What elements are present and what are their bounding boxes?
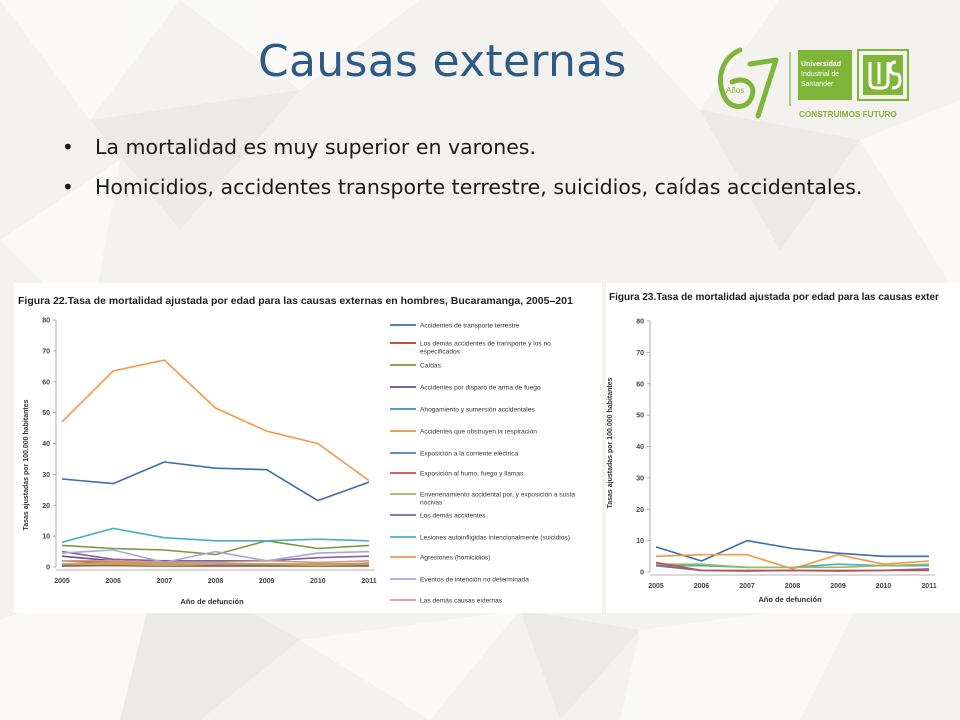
x-tick-label: 2006: [105, 578, 121, 585]
series-line: [62, 563, 370, 567]
y-tick-label: 0: [46, 565, 50, 572]
x-tick-label: 2011: [921, 583, 936, 590]
x-tick-label: 2007: [157, 578, 173, 585]
legend-label: Los demás accidentes de transporte y los…: [420, 341, 551, 356]
x-tick-label: 2010: [876, 583, 892, 590]
y-tick-label: 10: [636, 538, 644, 545]
series-line: [61, 527, 370, 544]
university-line1: Universidad: [801, 61, 841, 68]
series-line: [61, 461, 370, 502]
y-tick-label: 70: [636, 350, 644, 357]
y-tick-label: 60: [636, 381, 644, 388]
x-tick-label: 2005: [54, 578, 70, 585]
x-tick-label: 2010: [310, 578, 326, 585]
series-line: [61, 550, 370, 562]
chart-ylabel: Tasas ajustadas por 100.000 habitantes: [23, 399, 30, 530]
series-line: [62, 559, 370, 564]
y-tick-label: 70: [42, 348, 50, 355]
y-tick-label: 30: [42, 472, 50, 479]
uis-logo-icon: [857, 49, 909, 101]
chart-xlabel: Año de defunción: [758, 595, 822, 604]
university-line2: Industrial de: [801, 71, 839, 78]
legend-label: Envenenamiento accidental por, y exposic…: [420, 492, 575, 507]
y-tick-label: 50: [636, 413, 644, 420]
series-line: [655, 561, 929, 572]
y-tick-label: 80: [42, 318, 50, 325]
x-tick-label: 2005: [648, 583, 664, 590]
series-line: [61, 549, 370, 564]
bullet-item: • Homicidios, accidentes transporte terre…: [62, 170, 914, 204]
legend-label: Los demás accidentes: [420, 513, 486, 520]
y-tick-label: 20: [42, 503, 50, 510]
series-line: [655, 539, 929, 562]
x-tick-label: 2011: [361, 578, 376, 585]
x-tick-label: 2007: [739, 583, 755, 590]
bullet-list: • La mortalidad es muy superior en varone…: [62, 130, 914, 210]
legend-label: Accidentes que obstruyen la respiración: [420, 429, 537, 436]
legend-label: Caídas: [420, 363, 442, 370]
bullet-text: La mortalidad es muy superior en varones…: [95, 135, 537, 159]
logo-tagline: CONSTRUIMOS FUTURO: [799, 110, 897, 119]
y-tick-label: 40: [42, 441, 50, 448]
chart-figure-22: Figura 22.Tasa de mortalidad ajustada po…: [14, 283, 602, 613]
legend-label: Ahogamiento y sumersión accidentales: [420, 407, 535, 414]
x-tick-label: 2008: [208, 578, 224, 585]
x-tick-label: 2006: [694, 583, 710, 590]
bullet-text: Homicidios, accidentes transporte terres…: [95, 175, 863, 199]
y-tick-label: 40: [636, 444, 644, 451]
legend-label: Accidentes de transporte terrestre: [420, 323, 520, 330]
legend-label: Accidentes por disparo de arma de fuego: [420, 385, 541, 392]
legend-label: Exposición al humo, fuego y llamas: [420, 471, 524, 478]
legend-label: Lesiones autoinfligidas intencionalmente…: [420, 535, 570, 542]
university-name-block: [798, 50, 852, 100]
university-line3: Santander: [801, 81, 834, 88]
chart-title: Figura 22.Tasa de mortalidad ajustada po…: [18, 295, 573, 307]
bullet-item: • La mortalidad es muy superior en varone…: [62, 130, 914, 164]
y-tick-label: 20: [636, 507, 644, 514]
y-tick-label: 50: [42, 410, 50, 417]
y-tick-label: 80: [636, 319, 644, 326]
series-line: [656, 563, 930, 569]
x-tick-label: 2009: [830, 583, 846, 590]
anniversary-67-icon: Años: [718, 47, 779, 119]
legend-label: Las demás causas externas: [420, 598, 503, 605]
legend-label: Agresiones (homicidios): [420, 555, 490, 562]
series-line: [655, 553, 930, 570]
slide-title: Causas externas: [258, 36, 627, 87]
y-tick-label: 10: [42, 534, 50, 541]
chart-title: Figura 23.Tasa de mortalidad ajustada po…: [609, 292, 939, 303]
series-line: [61, 539, 370, 556]
chart-xlabel: Año de defunción: [180, 597, 244, 606]
legend-label: Exposición a la corriente eléctrica: [420, 451, 519, 458]
chart-figure-23: Figura 23.Tasa de mortalidad ajustada po…: [606, 283, 960, 613]
bullet-dot: •: [62, 135, 74, 159]
series-line: [61, 359, 370, 482]
x-tick-label: 2008: [785, 583, 801, 590]
anniversary-word: Años: [726, 86, 744, 95]
y-tick-label: 0: [640, 570, 644, 577]
x-tick-label: 2009: [259, 578, 275, 585]
y-tick-label: 30: [636, 475, 644, 482]
y-tick-label: 60: [42, 379, 50, 386]
chart-ylabel: Tasas ajustadas por 100.000 habitantes: [607, 377, 614, 508]
legend-label: Eventos de intención no determinada: [420, 577, 529, 584]
bullet-dot: •: [62, 175, 74, 199]
uis-logo: Años Universidad Industrial de Santander…: [718, 47, 909, 119]
